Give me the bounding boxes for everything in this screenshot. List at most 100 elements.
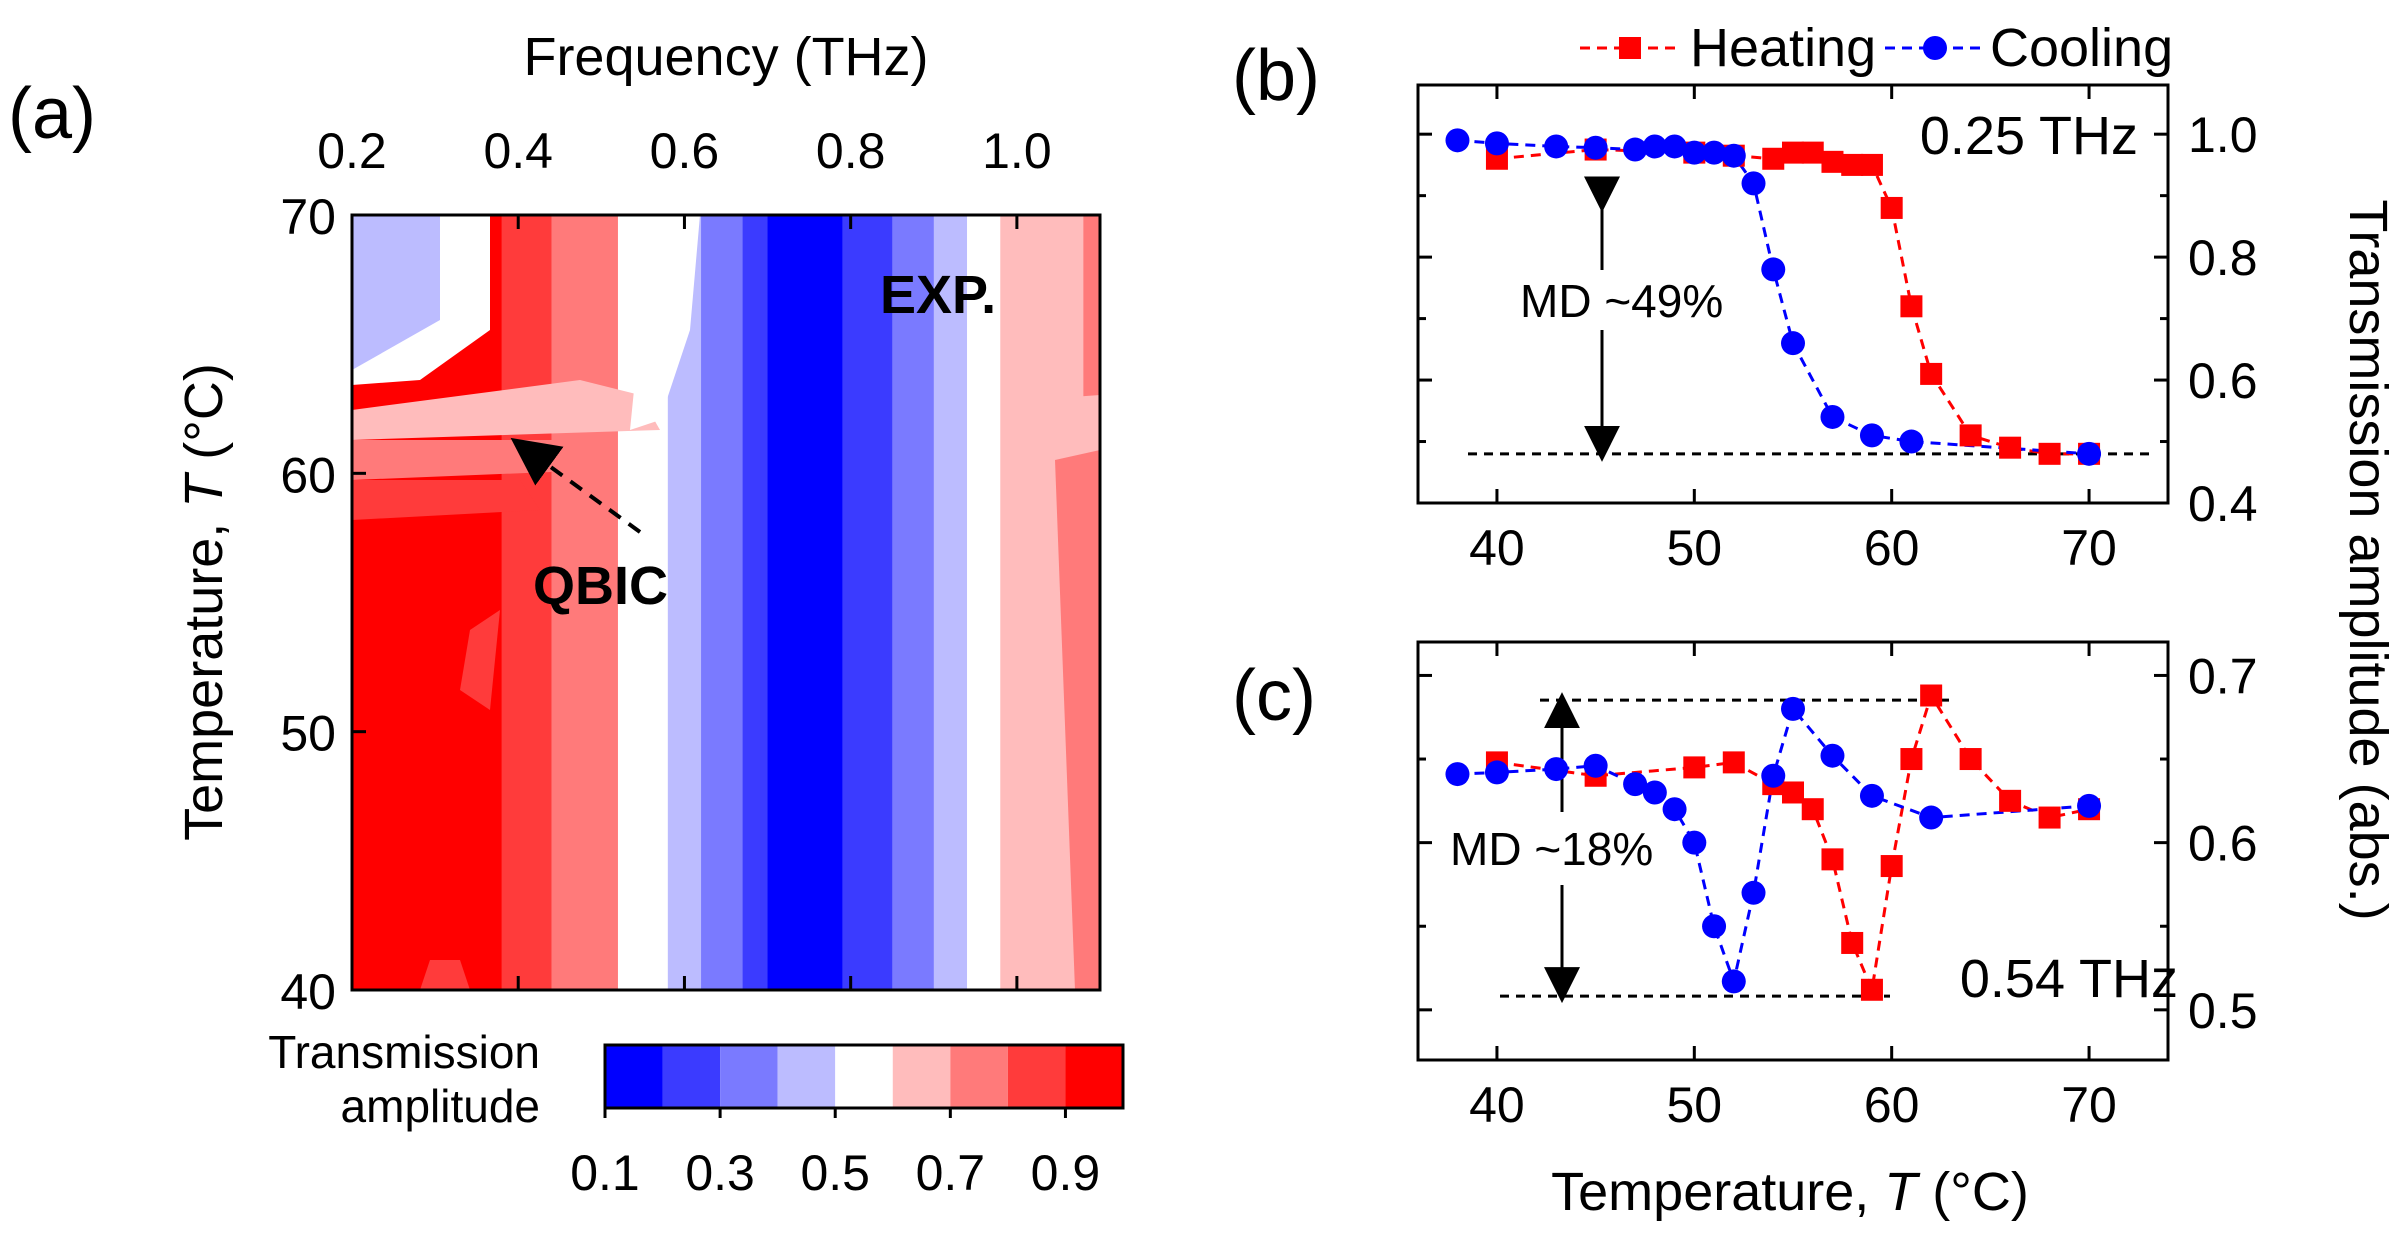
colorbar-swatch-4 bbox=[835, 1045, 893, 1108]
x-tick-label: 60 bbox=[1864, 520, 1920, 576]
marker-cooling bbox=[1484, 131, 1509, 156]
colorbar-tick-label: 0.7 bbox=[916, 1145, 986, 1201]
x-tick-label: 50 bbox=[1667, 520, 1723, 576]
y-tick-label: 0.8 bbox=[2188, 230, 2258, 286]
marker-cooling bbox=[2077, 441, 2102, 466]
marker-heating bbox=[1782, 141, 1804, 164]
marker-cooling bbox=[1919, 805, 1944, 830]
legend: Heating Cooling bbox=[1580, 18, 2173, 78]
x-tick-label: 60 bbox=[1864, 1077, 1920, 1133]
legend-label-cooling: Cooling bbox=[1990, 18, 2173, 78]
panel-c-frequency-label: 0.54 THz bbox=[1960, 949, 2178, 1009]
heatmap-y-tick-label: 60 bbox=[280, 447, 336, 503]
heatmap-x-tick-label: 0.2 bbox=[317, 123, 387, 179]
marker-cooling bbox=[1623, 772, 1648, 797]
panel-b-frame bbox=[1416, 83, 2170, 505]
marker-cooling bbox=[1445, 128, 1470, 153]
heatmap-frame bbox=[350, 213, 1102, 992]
marker-heating bbox=[1860, 978, 1883, 1001]
y-tick-label: 0.7 bbox=[2188, 648, 2258, 704]
annotation-exp: EXP. bbox=[880, 265, 996, 325]
marker-cooling bbox=[1484, 760, 1509, 785]
heatmap-y-axis-label-var: T bbox=[174, 471, 234, 508]
colorbar-swatch-3 bbox=[777, 1045, 836, 1108]
panel-label-c: (c) bbox=[1232, 656, 1316, 736]
marker-heating bbox=[1801, 798, 1824, 821]
colorbar-swatch-2 bbox=[720, 1045, 778, 1108]
marker-cooling bbox=[1721, 969, 1746, 994]
x-tick-label: 70 bbox=[2061, 1077, 2117, 1133]
colorbar-swatch-7 bbox=[1007, 1045, 1066, 1108]
marker-heating bbox=[1762, 147, 1785, 170]
marker-heating bbox=[1860, 153, 1883, 176]
heatmap-band-6 bbox=[742, 215, 769, 990]
heatmap-x-tick-label: 0.4 bbox=[483, 123, 553, 179]
marker-heating bbox=[1920, 684, 1943, 707]
marker-heating bbox=[1683, 756, 1706, 779]
marker-cooling bbox=[1702, 914, 1727, 939]
shared-x-axis-label-var: T bbox=[1884, 1162, 1921, 1222]
annotation-qbic: QBIC bbox=[533, 556, 668, 616]
colorbar-label-line2: amplitude bbox=[341, 1080, 540, 1132]
colorbar-swatch-0 bbox=[605, 1045, 663, 1108]
marker-heating bbox=[1880, 855, 1903, 878]
contour-salmon-right bbox=[1055, 450, 1100, 990]
colorbar-label-line1: Transmission bbox=[268, 1026, 540, 1078]
marker-cooling bbox=[1781, 696, 1805, 721]
colorbar-tick-label: 0.1 bbox=[570, 1145, 640, 1201]
y-tick-label: 0.6 bbox=[2188, 816, 2258, 872]
colorbar-tick-label: 0.9 bbox=[1031, 1145, 1101, 1201]
marker-cooling bbox=[1583, 753, 1608, 778]
panel-c-series bbox=[1445, 684, 2102, 1001]
panel-label-b: (b) bbox=[1232, 36, 1320, 116]
heatmap-band-11 bbox=[967, 215, 1001, 990]
contour-white-channel bbox=[630, 215, 700, 430]
marker-heating bbox=[1880, 196, 1903, 219]
panel-b-md-label: MD ~49% bbox=[1520, 275, 1723, 327]
marker-heating bbox=[1801, 141, 1824, 164]
marker-heating bbox=[2038, 806, 2061, 829]
colorbar-swatch-5 bbox=[892, 1045, 951, 1108]
heatmap-y-axis-label: Temperature, T (°C) bbox=[174, 363, 234, 841]
panel-b-ticks: 40 50 60 70 0.4 0.6 0.8 1.0 bbox=[1418, 85, 2258, 576]
heatmap-y-tick-label: 50 bbox=[280, 706, 336, 762]
marker-cooling bbox=[1583, 135, 1608, 160]
contour-red-island bbox=[460, 610, 500, 710]
marker-cooling bbox=[1445, 762, 1470, 787]
marker-heating bbox=[1782, 781, 1804, 804]
contour-red-island-bottom bbox=[420, 960, 470, 990]
y-tick-label: 0.5 bbox=[2188, 983, 2258, 1039]
y-tick-label: 0.6 bbox=[2188, 353, 2258, 409]
marker-cooling bbox=[1859, 423, 1884, 448]
heatmap-band-9 bbox=[892, 215, 935, 990]
x-tick-label: 40 bbox=[1469, 1077, 1525, 1133]
marker-cooling bbox=[1741, 880, 1766, 905]
marker-cooling bbox=[1642, 134, 1667, 159]
colorbar-swatch-1 bbox=[662, 1045, 721, 1108]
x-tick-label: 40 bbox=[1469, 520, 1525, 576]
marker-cooling bbox=[1662, 134, 1687, 159]
heatmap-x-tick-label: 1.0 bbox=[982, 123, 1052, 179]
marker-heating bbox=[1959, 748, 1982, 771]
heatmap-band-8 bbox=[842, 215, 893, 990]
legend-label-heating: Heating bbox=[1690, 18, 1876, 78]
marker-cooling bbox=[1544, 757, 1569, 782]
marker-heating bbox=[1821, 150, 1844, 173]
marker-cooling bbox=[1662, 797, 1687, 822]
marker-cooling bbox=[1899, 429, 1924, 454]
marker-cooling bbox=[1642, 780, 1667, 805]
marker-cooling bbox=[1820, 404, 1845, 429]
panel-label-a: (a) bbox=[8, 74, 96, 154]
legend-marker-cooling bbox=[1923, 36, 1947, 60]
marker-heating bbox=[1959, 424, 1982, 447]
heatmap-band-10 bbox=[933, 215, 968, 990]
marker-heating bbox=[2038, 442, 2061, 465]
marker-cooling bbox=[1820, 743, 1845, 768]
shared-x-axis-label-suffix: (°C) bbox=[1917, 1162, 2029, 1222]
heatmap-band-1 bbox=[501, 215, 552, 990]
marker-heating bbox=[1821, 848, 1844, 871]
colorbar-tick-label: 0.3 bbox=[685, 1145, 755, 1201]
heatmap-y-axis-label-prefix: Temperature, bbox=[174, 508, 234, 841]
shared-y-axis-label: Transmission amplitude (abs.) bbox=[2338, 199, 2390, 920]
x-tick-label: 50 bbox=[1667, 1077, 1723, 1133]
